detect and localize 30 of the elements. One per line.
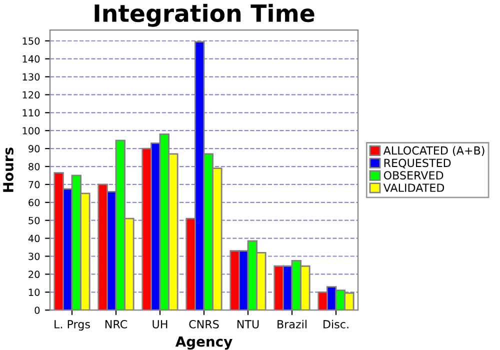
x-axis-title: Agency [175,336,232,350]
y-tick-label: 140 [22,55,40,63]
y-tick-label: 40 [28,234,40,242]
y-axis-title: Hours [3,148,14,192]
y-tick-label: 130 [22,73,40,81]
y-tick-label: 70 [28,180,40,188]
y-tick-label: 30 [28,252,40,260]
y-tick-label: 80 [28,162,40,170]
y-tick-label: 20 [28,270,40,278]
x-tick-label: NRC [105,320,128,328]
x-tick-label: Brazil [278,320,306,328]
x-tick-label: CNRS [189,320,219,328]
legend-label: ALLOCATED (A+B) [383,146,484,156]
legend-label: OBSERVED [384,171,444,180]
y-tick-label: 120 [22,91,40,99]
y-tick-label: 150 [22,37,40,45]
x-tick-label: L. Prgs [54,320,90,331]
y-tick-label: 10 [28,288,40,296]
y-tick-label: 100 [22,127,40,134]
x-tick-label: UH [152,320,168,328]
y-tick-label: 50 [28,216,40,224]
y-tick-label: 60 [28,198,40,206]
y-tick-label: 90 [28,145,40,152]
legend-label: REQUESTED [384,158,451,168]
x-tick-label: Disc. [324,320,348,328]
y-tick-label: 110 [22,109,40,116]
legend-label: VALIDATED [383,184,444,192]
x-tick-label: NTU [237,320,259,328]
y-tick-label: 0 [34,306,40,314]
chart-title: Integration Time [94,4,314,27]
